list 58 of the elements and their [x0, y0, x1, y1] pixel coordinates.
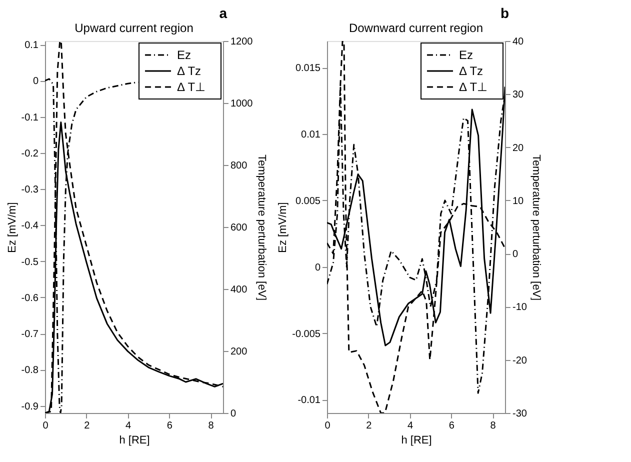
y-axis-title: Ez [mV/m]	[277, 202, 290, 253]
x-tick-label: 0	[324, 420, 331, 432]
text: a	[219, 5, 228, 21]
legend-label: Δ Tz	[459, 64, 484, 78]
y-tick-label: -0.005	[292, 328, 321, 340]
y-tick-label: -0.1	[21, 112, 39, 124]
x-tick-label: 0	[42, 420, 49, 432]
x-tick-label: 8	[490, 420, 496, 432]
y2-tick-label: 20	[512, 142, 524, 154]
y-tick-label: 0.01	[301, 130, 321, 140]
legend-label: Δ T⊥	[459, 80, 488, 94]
y2-tick-label: -10	[512, 302, 528, 314]
y-tick-label: -0.5	[21, 256, 39, 268]
y2-axis-title: Temperature perturbation [eV]	[256, 154, 268, 301]
y2-tick-label: 400	[230, 284, 248, 296]
y-tick-label: -0.7	[21, 329, 39, 340]
legend-label: Ez	[177, 48, 192, 62]
y-tick-label: -0.4	[21, 220, 39, 232]
text: b	[500, 5, 509, 21]
y2-tick-label: 800	[230, 160, 248, 172]
legend-label: Δ T⊥	[177, 80, 206, 94]
y2-tick-label: 40	[512, 36, 524, 48]
y-tick-label: -0.2	[21, 148, 39, 160]
legend-label: Ez	[459, 48, 474, 62]
y-tick-label: -0.8	[21, 365, 39, 376]
x-axis-title: h [RE]	[119, 434, 150, 446]
y2-tick-label: -20	[512, 355, 528, 366]
y2-tick-label: 1000	[230, 98, 254, 110]
y-tick-label: 0.015	[295, 63, 321, 74]
y2-tick-label: 200	[230, 346, 248, 358]
y2-tick-label: 1200	[230, 36, 254, 48]
y2-tick-label: 600	[230, 222, 248, 234]
y-tick-label: 0	[314, 262, 321, 274]
x-tick-label: 8	[208, 420, 214, 432]
y2-tick-label: 10	[512, 196, 524, 207]
x-tick-label: 6	[166, 420, 173, 432]
y-tick-label: -0.6	[21, 292, 39, 304]
y2-axis-title: Temperature perturbation [eV]	[530, 154, 542, 301]
x-tick-label: 2	[366, 420, 372, 432]
x-tick-label: 4	[408, 420, 414, 432]
x-axis-title: h [RE]	[401, 434, 432, 446]
y-tick-label: -0.01	[298, 395, 321, 406]
x-tick-label: 2	[84, 420, 90, 432]
y-axis-title: Ez [mV/m]	[6, 202, 18, 253]
y-tick-label: -0.3	[21, 184, 39, 196]
y-tick-label: 0	[32, 76, 39, 88]
y-tick-label: 0.1	[24, 40, 39, 52]
y-tick-label: 0.005	[295, 196, 321, 207]
y-tick-label: -0.9	[21, 401, 39, 412]
legend-label: Δ Tz	[177, 64, 202, 78]
chart-title: Downward current region	[348, 21, 484, 35]
x-tick-label: 4	[126, 420, 132, 432]
x-tick-label: 6	[448, 420, 455, 432]
y2-tick-label: 0	[512, 249, 518, 260]
chart-title: Upward current region	[74, 21, 194, 35]
y2-tick-label: 30	[512, 90, 524, 101]
y2-tick-label: 0	[230, 408, 236, 420]
y2-tick-label: -30	[512, 408, 528, 420]
